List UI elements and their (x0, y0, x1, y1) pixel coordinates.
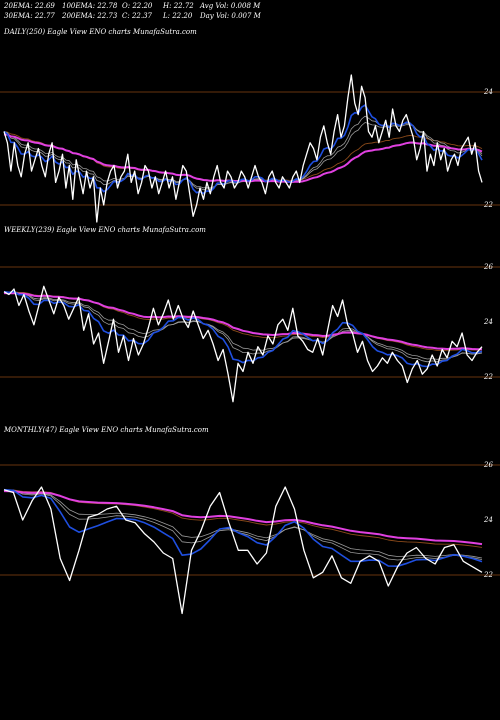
header-low: L: 22.20 (162, 12, 193, 20)
y-tick-label: 26 (483, 263, 493, 271)
y-tick-label: 26 (483, 461, 493, 469)
ema-blue-line (3, 290, 483, 368)
ema-gray-line-b (3, 122, 483, 189)
header-avg-vol: Avg Vol: 0.008 M (199, 2, 261, 10)
y-tick-label: 24 (483, 318, 493, 326)
ema-long-brown-line (3, 291, 483, 352)
weekly-panel: WEEKLY(239) Eagle View ENO charts Munafa… (0, 226, 500, 403)
price-line (3, 486, 483, 615)
header-close: C: 22.37 (122, 12, 153, 20)
ema-gray-line-a (3, 291, 483, 363)
header-day-vol: Day Vol: 0.007 M (199, 12, 262, 20)
price-line (3, 74, 483, 223)
daily-panel: DAILY(250) Eagle View ENO charts MunafaS… (0, 28, 500, 223)
monthly-title: MONTHLY(47) Eagle View ENO charts Munafa… (3, 426, 209, 434)
y-tick-label: 24 (483, 516, 493, 524)
ema-blue-line (3, 488, 483, 567)
price-line (3, 285, 483, 403)
header-high: H: 22.72 (162, 2, 194, 10)
y-tick-label: 24 (483, 88, 493, 96)
ema-magenta-line (3, 133, 483, 183)
header-ema100: 100EMA: 22.78 (62, 2, 118, 10)
header-ema200: 200EMA: 22.73 (61, 12, 118, 20)
y-tick-label: 22 (483, 373, 493, 381)
header-open: O: 22.20 (122, 2, 153, 10)
ema-gray-line-b (3, 291, 483, 360)
y-tick-label: 22 (483, 571, 493, 579)
header-readout: 20EMA: 22.69 100EMA: 22.78 O: 22.20 H: 2… (3, 2, 262, 20)
ema-blue-line (3, 104, 483, 195)
ema-magenta-line (3, 490, 483, 546)
monthly-panel: MONTHLY(47) Eagle View ENO charts Munafa… (0, 426, 500, 615)
y-tick-label: 22 (483, 201, 493, 209)
daily-title: DAILY(250) Eagle View ENO charts MunafaS… (3, 28, 197, 36)
ema-magenta-line (3, 292, 482, 351)
ema-gray-line-b (3, 489, 483, 559)
header-ema20: 20EMA: 22.69 (3, 2, 55, 10)
weekly-title: WEEKLY(239) Eagle View ENO charts Munafa… (4, 226, 206, 234)
header-ema30: 30EMA: 22.77 (4, 12, 55, 20)
